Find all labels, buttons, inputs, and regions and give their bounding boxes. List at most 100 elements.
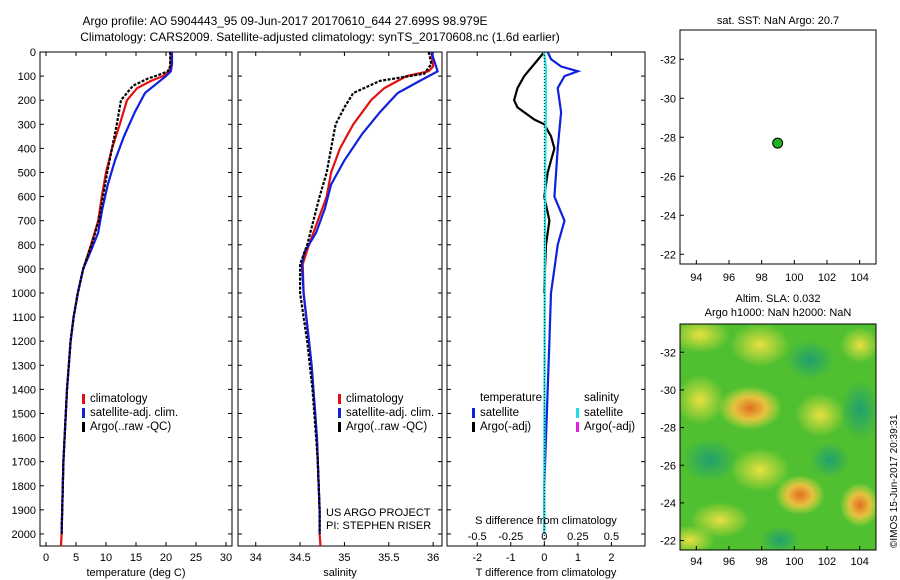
sla-heatmap [680,324,876,550]
header-line-2: Climatology: CARS2009. Satellite-adjuste… [80,30,560,44]
y-tick-label: 1800 [12,481,36,493]
sst-y-tick-label: -32 [660,54,676,66]
y-tick-label: 2000 [12,529,36,541]
legend-label: Argo(..raw -QC) [90,421,172,433]
legend-label: Argo(-adj) [584,421,636,433]
salinity-x-axis-label: salinity [323,567,357,579]
legend-entry: Argo(..raw -QC) [82,420,178,434]
sla-map-title-1: Altim. SLA: 0.032 [735,293,821,305]
legend-swatch [472,422,475,432]
sst-y-tick-label: -30 [660,93,676,105]
difference-series-t-satellite [543,51,582,534]
sst-x-tick-label: 94 [690,272,702,284]
legend-column: temperature satellite Argo(-adj) [472,392,542,434]
temperature-x-tick-label: 20 [160,552,172,564]
difference-x-axis-label: T difference from climatology [476,567,617,579]
difference-frame [446,51,646,547]
legend-heading: temperature [480,392,543,404]
sla-y-tick-label: -30 [660,385,676,397]
legend-swatch [576,422,579,432]
salinity-legend: climatology satellite-adj. clim. Argo(..ra… [338,392,434,434]
y-tick-label: 1900 [12,505,36,517]
header-line-1: Argo profile: AO 5904443_95 09-Jun-2017 … [82,14,488,28]
legend-label: Argo(..raw -QC) [346,421,428,433]
legend-entry: Argo(..raw -QC) [338,420,434,434]
y-tick-label: 700 [18,216,36,228]
sla-y-tick-label: -26 [660,460,676,472]
sla-y-tick-label: -22 [660,536,676,548]
salinity-series-satellite-adj-clim- [300,51,439,534]
sla-y-tick-label: -32 [660,347,676,359]
salinity-x-tick-label: 35 [338,552,350,564]
temperature-x-tick-label: 5 [73,552,79,564]
legend-swatch [576,408,579,418]
s-diff-axis-label: S difference from climatology [475,515,617,527]
legend-label: climatology [90,393,148,405]
sst-map-title: sat. SST: NaN Argo: 20.7 [716,15,840,27]
y-tick-label: 1600 [12,433,36,445]
legend-label: satellite [480,407,519,419]
sst-y-tick-label: -22 [660,249,676,261]
legend-entry: Argo(-adj) [576,420,635,434]
sst-x-tick-label: 102 [818,272,836,284]
temperature-x-axis-label: temperature (deg C) [86,567,185,579]
legend-swatch [82,408,85,418]
legend-swatch [472,408,475,418]
legend-swatch [338,408,341,418]
imos-stamp: ©IMOS 15-Jun-2017 20:39:31 [889,414,900,548]
legend-entry: climatology [82,392,178,406]
sla-x-tick-label: 102 [818,556,836,568]
legend-label: satellite-adj. clim. [90,407,179,419]
legend-entry: satellite [472,406,542,420]
s-diff-tick-label: 0.5 [604,531,619,543]
sst-x-tick-label: 98 [756,272,768,284]
credits-line-1: US ARGO PROJECT [326,507,431,519]
legend-swatch [338,394,341,404]
y-tick-label: 400 [18,143,36,155]
legend-label: satellite-adj. clim. [346,407,435,419]
sla-x-tick-label: 98 [756,556,768,568]
sst-x-tick-label: 104 [850,272,868,284]
legend-entry: Argo(-adj) [472,420,542,434]
sla-x-tick-label: 96 [723,556,735,568]
y-tick-label: 200 [18,95,36,107]
legend-column: salinity satellite Argo(-adj) [576,392,635,434]
legend-label: Argo(-adj) [480,421,532,433]
y-tick-label: 1000 [12,288,36,300]
y-tick-label: 1400 [12,384,36,396]
temperature-x-tick-label: 30 [220,552,232,564]
sst-y-tick-label: -28 [660,132,676,144]
temperature-legend: climatology satellite-adj. clim. Argo(..ra… [82,392,178,434]
legend-heading: salinity [584,392,620,404]
temperature-x-tick-label: 15 [130,552,142,564]
temperature-x-tick-label: 25 [190,552,202,564]
s-diff-tick-label: -0.5 [468,531,487,543]
y-tick-label: 300 [18,119,36,131]
legend-swatch [338,422,341,432]
argo-position-marker [772,137,784,149]
legend-label: climatology [346,393,404,405]
sst-x-tick-label: 100 [785,272,803,284]
difference-x-tick-label: 1 [575,552,581,564]
difference-series-t-argo-adj- [512,51,556,294]
sla-y-tick-label: -28 [660,423,676,435]
sst-map-frame [679,29,877,265]
difference-x-tick-label: -2 [472,552,482,564]
y-tick-label: 900 [18,264,36,276]
sla-x-tick-label: 94 [690,556,702,568]
y-tick-label: 1700 [12,457,36,469]
temperature-x-tick-label: 0 [43,552,49,564]
y-tick-label: 1300 [12,360,36,372]
y-tick-label: 100 [18,71,36,83]
sla-map-frame [679,323,877,551]
sst-y-tick-label: -26 [660,171,676,183]
temperature-series-argo-raw-qc- [60,52,172,535]
temperature-x-tick-label: 10 [100,552,112,564]
sla-y-tick-label: -24 [660,498,676,510]
legend-entry: satellite-adj. clim. [338,406,434,420]
y-tick-label: 1200 [12,336,36,348]
salinity-x-tick-label: 34.5 [289,552,310,564]
difference-x-tick-label: -1 [506,552,516,564]
legend-entry: satellite-adj. clim. [82,406,178,420]
